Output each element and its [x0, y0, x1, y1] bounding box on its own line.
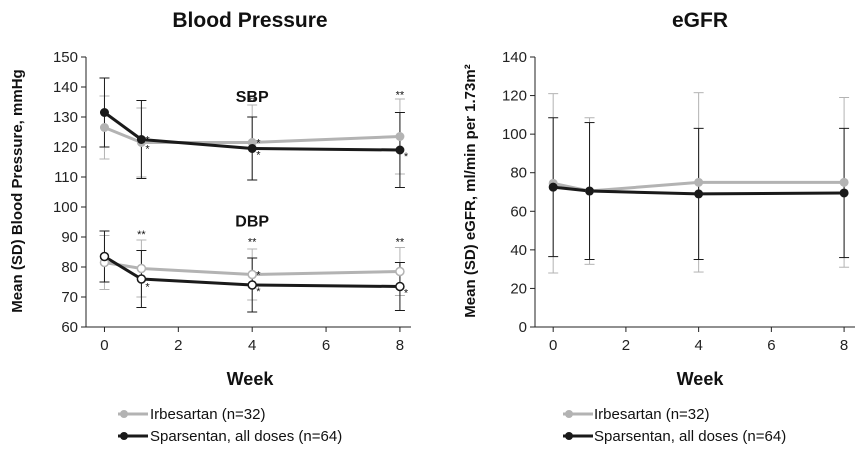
x-tick-label: 8 — [396, 337, 404, 354]
significance-marker: * — [256, 150, 261, 162]
data-point-sparsentan — [395, 145, 405, 155]
legend-label-sparsentan: Sparsentan, all doses (n=64) — [150, 428, 342, 445]
x-tick-label: 4 — [248, 337, 256, 354]
series-line-sparsentan — [553, 185, 845, 196]
panel-title-egfr: eGFR — [672, 9, 728, 32]
y-tick-label: 60 — [61, 319, 78, 336]
series-line-irbesartan — [552, 180, 845, 193]
significance-marker: * — [404, 288, 409, 300]
significance-marker: ** — [396, 237, 405, 249]
data-point-sparsentan — [99, 108, 109, 117]
data-point-irbesartan — [395, 266, 405, 277]
significance-marker: * — [145, 144, 150, 156]
significance-marker: * — [256, 286, 261, 298]
blood-pressure-panel: Blood Pressure Mean (SD) Blood Pressure,… — [9, 9, 411, 389]
data-point-sparsentan — [839, 188, 849, 198]
x-axis-label-week-right: Week — [677, 369, 725, 389]
series-line-sparsentan — [103, 111, 400, 152]
legend-item-sparsentan: Sparsentan, all doses (n=64) — [118, 428, 342, 445]
y-tick-label: 140 — [502, 49, 527, 66]
x-tick-label: 2 — [174, 337, 182, 354]
legend-label-sparsentan: Sparsentan, all doses (n=64) — [594, 428, 786, 445]
legend-item-irbesartan: Irbesartan (n=32) — [118, 406, 265, 423]
data-point-sparsentan — [395, 281, 405, 292]
x-tick-label: 4 — [694, 337, 702, 354]
legend-label-irbesartan: Irbesartan (n=32) — [594, 406, 709, 423]
y-axis-label-egfr: Mean (SD) eGFR, ml/min per 1.73m² — [462, 64, 479, 317]
y-tick-label: 140 — [53, 79, 78, 96]
data-point-sparsentan — [136, 274, 147, 284]
y-tick-label: 80 — [510, 165, 527, 182]
y-tick-label: 70 — [61, 289, 78, 306]
group-label-dbp: DBP — [235, 214, 269, 231]
x-tick-label: 2 — [622, 337, 630, 354]
y-tick-label: 20 — [510, 280, 527, 297]
data-point-sparsentan — [548, 182, 558, 192]
data-point-irbesartan — [247, 269, 257, 280]
significance-marker: ** — [396, 90, 405, 102]
data-point-irbesartan — [395, 132, 405, 141]
x-tick-label: 0 — [100, 337, 108, 354]
y-tick-label: 0 — [519, 319, 527, 336]
x-tick-label: 6 — [767, 337, 775, 354]
legend-item-sparsentan: Sparsentan, all doses (n=64) — [563, 428, 786, 445]
y-axis-label-blood-pressure: Mean (SD) Blood Pressure, mmHg — [9, 69, 26, 312]
data-point-irbesartan — [136, 263, 147, 274]
y-tick-label: 120 — [502, 88, 527, 105]
y-tick-label: 100 — [502, 126, 527, 143]
y-tick-label: 120 — [53, 139, 78, 156]
series-line-irbesartan — [104, 261, 400, 276]
panel-title-blood-pressure: Blood Pressure — [172, 9, 327, 32]
data-point-irbesartan — [694, 177, 704, 187]
y-tick-label: 90 — [61, 229, 78, 246]
legend-label-irbesartan: Irbesartan (n=32) — [150, 406, 265, 423]
legend-left: Irbesartan (n=32) Sparsentan, all doses … — [118, 406, 342, 445]
y-tick-label: 60 — [510, 203, 527, 220]
data-point-sparsentan — [694, 189, 704, 199]
data-point-sparsentan — [247, 280, 257, 290]
series-line-sparsentan — [103, 255, 400, 288]
significance-marker: ** — [137, 229, 146, 241]
significance-marker: * — [256, 138, 261, 150]
group-label-sbp: SBP — [236, 89, 269, 106]
legend-marker-sparsentan — [120, 432, 128, 440]
x-tick-label: 8 — [840, 337, 848, 354]
data-point-irbesartan — [839, 177, 849, 187]
y-tick-label: 150 — [53, 49, 78, 66]
y-tick-label: 110 — [54, 169, 78, 186]
data-point-irbesartan — [99, 123, 109, 132]
plot-area-egfr: 0 20 40 60 80 100 120 140 0 2 4 6 8 — [502, 49, 850, 354]
data-point-sparsentan — [247, 144, 257, 153]
legend-marker-irbesartan — [120, 410, 128, 418]
legend-right: Irbesartan (n=32) Sparsentan, all doses … — [563, 406, 786, 445]
x-axis-label-week-left: Week — [227, 369, 275, 389]
data-point-sparsentan — [99, 251, 110, 262]
y-tick-label: 80 — [61, 259, 78, 276]
significance-marker: * — [404, 151, 409, 163]
x-tick-label: 6 — [322, 337, 330, 354]
y-tick-label: 100 — [53, 199, 78, 216]
significance-marker: * — [145, 135, 150, 147]
significance-marker: ** — [248, 96, 257, 108]
y-tick-label: 40 — [510, 242, 527, 259]
x-tick-label: 0 — [549, 337, 557, 354]
legend-item-irbesartan: Irbesartan (n=32) — [563, 406, 709, 423]
data-point-sparsentan — [585, 186, 595, 196]
y-tick-label: 130 — [53, 109, 78, 126]
significance-marker: * — [145, 282, 150, 294]
data-point-sparsentan — [136, 135, 146, 144]
egfr-panel: eGFR Mean (SD) eGFR, ml/min per 1.73m² W… — [462, 9, 855, 389]
significance-marker: ** — [248, 237, 257, 249]
significance-marker: * — [256, 270, 261, 282]
legend-marker-irbesartan — [565, 410, 573, 418]
legend-marker-sparsentan — [565, 432, 573, 440]
